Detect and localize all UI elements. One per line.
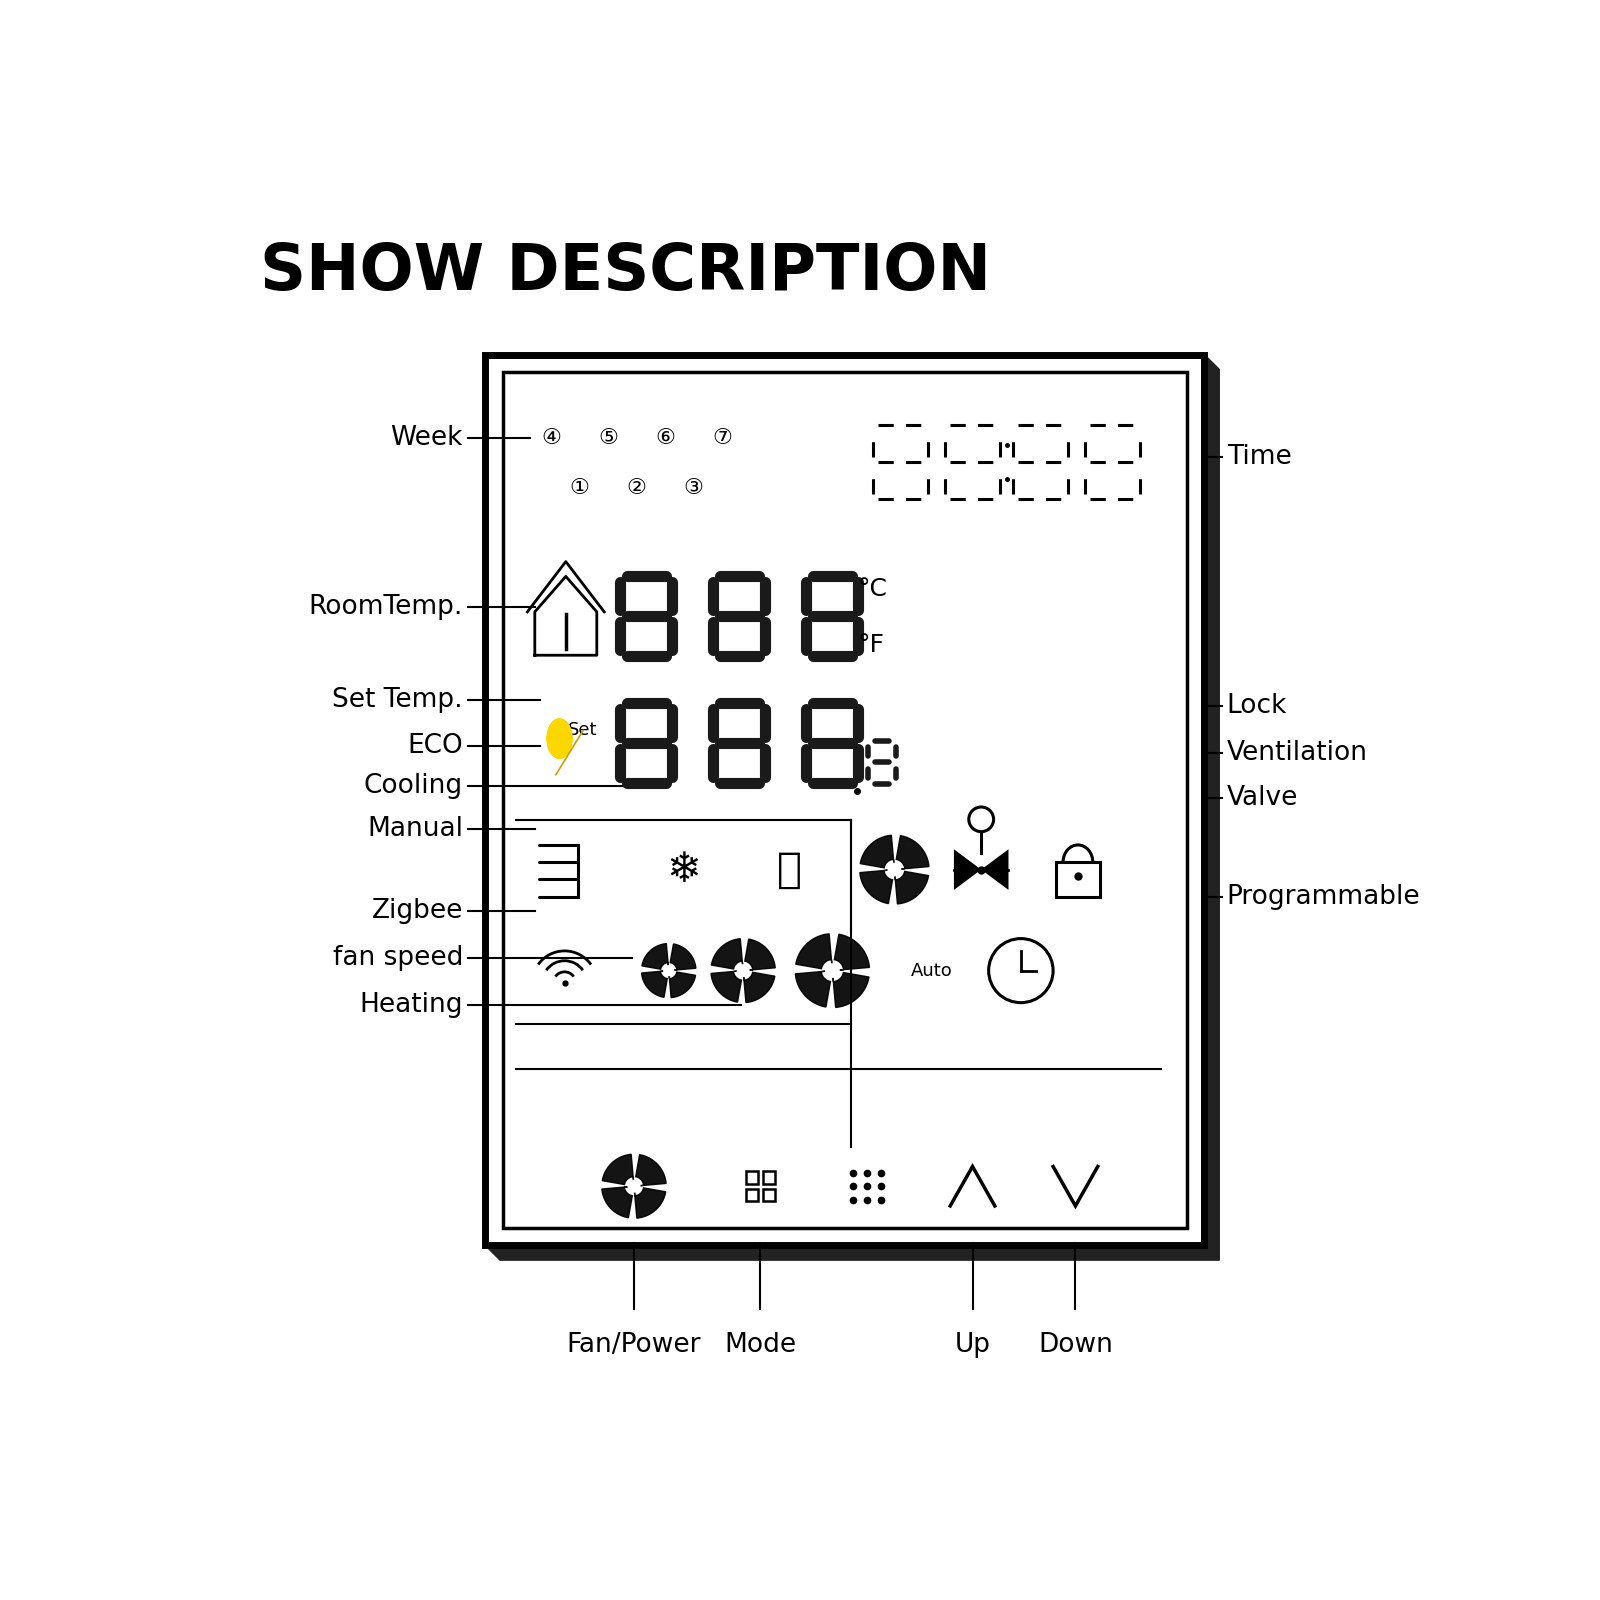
Text: ②: ②	[627, 478, 646, 498]
Bar	[502, 371, 1187, 1229]
Text: ECO: ECO	[406, 733, 462, 760]
Text: ④: ④	[541, 429, 562, 448]
Polygon shape	[795, 971, 832, 1006]
Text: SHOW DESCRIPTION: SHOW DESCRIPTION	[259, 242, 990, 302]
Text: °C: °C	[858, 576, 886, 600]
Text: Auto: Auto	[910, 962, 952, 979]
Polygon shape	[742, 971, 774, 1003]
Text: Manual: Manual	[366, 816, 462, 842]
Polygon shape	[669, 971, 696, 998]
Circle shape	[629, 1181, 640, 1192]
Text: RoomTemp.: RoomTemp.	[309, 594, 462, 621]
Text: ①: ①	[570, 478, 589, 498]
Bar	[746, 1189, 758, 1202]
Bar	[1056, 862, 1101, 896]
Circle shape	[970, 806, 994, 832]
Text: Set Temp.: Set Temp.	[333, 686, 462, 712]
Polygon shape	[712, 939, 742, 971]
Text: fan speed: fan speed	[333, 946, 462, 971]
Polygon shape	[669, 944, 696, 971]
Polygon shape	[832, 971, 869, 1008]
Circle shape	[738, 965, 749, 976]
Polygon shape	[642, 944, 669, 971]
Polygon shape	[1205, 355, 1219, 1261]
Text: ③: ③	[683, 478, 704, 498]
Polygon shape	[742, 939, 776, 971]
Text: Week: Week	[390, 426, 462, 451]
Text: ⑤: ⑤	[598, 429, 618, 448]
Text: Valve: Valve	[1227, 786, 1298, 811]
Circle shape	[888, 864, 901, 875]
Text: Fan/Power: Fan/Power	[566, 1331, 701, 1357]
Text: 🔥: 🔥	[776, 848, 802, 891]
Bar	[763, 1189, 776, 1202]
Text: Cooling: Cooling	[363, 773, 462, 798]
Polygon shape	[894, 835, 930, 870]
Text: ❄: ❄	[666, 848, 701, 891]
Polygon shape	[602, 1154, 634, 1186]
Polygon shape	[832, 934, 869, 971]
Polygon shape	[634, 1186, 666, 1218]
Text: Programmable: Programmable	[1227, 883, 1421, 910]
Text: ⑦: ⑦	[712, 429, 733, 448]
Bar	[746, 1171, 758, 1184]
Bar	[485, 355, 1205, 1245]
Polygon shape	[547, 718, 571, 758]
Text: Down: Down	[1038, 1331, 1114, 1357]
Polygon shape	[954, 850, 981, 890]
Text: Zigbee: Zigbee	[371, 899, 462, 925]
Bar	[763, 1171, 776, 1184]
Polygon shape	[602, 1186, 634, 1218]
Text: Ventilation: Ventilation	[1227, 739, 1368, 765]
Polygon shape	[485, 1245, 1219, 1261]
Polygon shape	[894, 870, 928, 904]
Polygon shape	[634, 1155, 666, 1186]
Polygon shape	[795, 934, 832, 971]
Text: °F: °F	[858, 634, 885, 658]
Circle shape	[664, 966, 674, 976]
Text: ⑥: ⑥	[654, 429, 675, 448]
Text: Mode: Mode	[725, 1331, 797, 1357]
Circle shape	[826, 963, 838, 978]
Polygon shape	[859, 870, 894, 904]
Polygon shape	[642, 971, 669, 997]
Text: Up: Up	[955, 1331, 990, 1357]
Text: Set: Set	[568, 722, 598, 739]
Text: Lock: Lock	[1227, 693, 1286, 718]
Text: Heating: Heating	[360, 992, 462, 1018]
Circle shape	[989, 939, 1053, 1003]
Polygon shape	[981, 850, 1008, 890]
Polygon shape	[710, 971, 742, 1002]
Text: Time: Time	[1227, 443, 1291, 470]
Polygon shape	[861, 835, 894, 870]
